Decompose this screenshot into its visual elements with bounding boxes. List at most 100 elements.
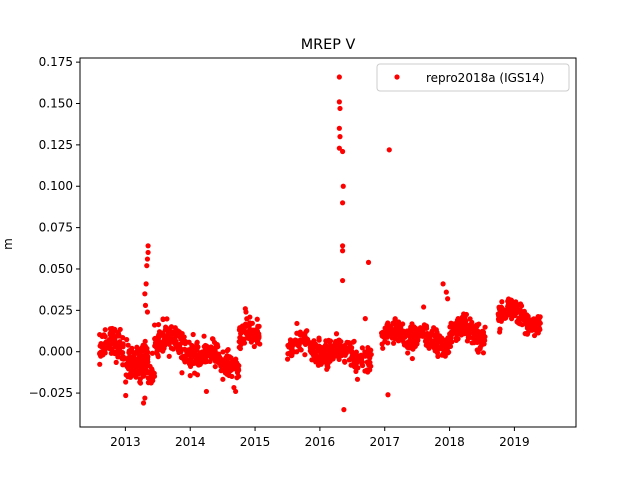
data-point	[464, 338, 470, 344]
data-point	[339, 277, 346, 284]
data-point	[149, 367, 155, 373]
data-point	[413, 329, 420, 335]
data-point	[235, 363, 241, 369]
data-point	[474, 339, 480, 345]
data-point	[137, 349, 144, 355]
data-point	[519, 322, 525, 328]
y-tick-label: 0.175	[39, 55, 73, 69]
data-point	[478, 340, 485, 346]
data-point	[405, 350, 411, 356]
data-point	[354, 376, 361, 382]
data-point	[307, 340, 313, 346]
data-point	[163, 324, 169, 330]
data-point	[255, 332, 261, 339]
data-point	[320, 357, 326, 363]
data-point	[393, 330, 399, 336]
data-point	[341, 407, 347, 413]
x-tick-label: 2015	[240, 435, 271, 449]
data-point	[385, 392, 391, 398]
data-point	[170, 346, 176, 352]
data-point	[210, 336, 216, 342]
data-point	[158, 332, 164, 338]
data-point	[243, 309, 249, 315]
data-point	[470, 335, 476, 341]
data-point	[350, 339, 356, 345]
data-point	[327, 343, 333, 349]
data-point	[139, 365, 145, 372]
data-point	[285, 342, 291, 349]
data-point	[115, 354, 121, 360]
data-point	[230, 358, 236, 364]
data-point	[98, 341, 104, 347]
data-point	[339, 343, 345, 350]
data-point	[246, 330, 252, 337]
data-point	[151, 322, 158, 328]
data-point	[474, 329, 480, 335]
data-point	[321, 351, 327, 357]
data-point	[154, 349, 160, 355]
data-point	[136, 355, 142, 361]
data-point	[385, 320, 391, 326]
x-tick-label: 2017	[369, 435, 400, 449]
data-point	[254, 326, 260, 332]
data-point	[407, 326, 413, 333]
data-point	[212, 363, 218, 370]
y-tick-label: 0.125	[39, 138, 73, 152]
data-point	[132, 360, 138, 367]
data-point	[238, 336, 245, 342]
data-point	[102, 344, 109, 350]
data-point	[99, 333, 106, 339]
data-point	[224, 371, 230, 377]
data-point	[535, 315, 541, 321]
data-point	[339, 148, 346, 155]
x-tick-label: 2013	[110, 435, 141, 449]
data-point	[120, 349, 126, 356]
data-point	[145, 249, 151, 256]
data-point	[250, 334, 256, 340]
data-point	[341, 358, 348, 364]
data-point	[528, 324, 534, 330]
y-tick-label: 0.025	[39, 303, 73, 317]
legend: repro2018a (IGS14)	[376, 63, 570, 92]
data-point	[334, 341, 341, 347]
data-point	[446, 349, 452, 355]
data-point	[224, 348, 230, 354]
data-point	[455, 316, 461, 322]
data-point	[467, 325, 474, 332]
data-point	[176, 343, 183, 350]
legend-label: repro2018a (IGS14)	[426, 71, 544, 85]
data-point	[106, 341, 113, 347]
data-point	[497, 329, 503, 335]
data-point	[386, 147, 392, 153]
data-point	[463, 311, 470, 318]
data-point	[441, 344, 447, 351]
data-point	[155, 354, 161, 360]
data-point	[482, 334, 488, 340]
data-point	[120, 342, 126, 348]
data-point	[409, 335, 416, 341]
data-point	[422, 338, 429, 344]
data-point	[284, 356, 291, 362]
data-point	[302, 338, 308, 344]
data-point	[172, 325, 178, 331]
data-point	[480, 350, 487, 356]
y-axis-ticks: −0.025 0.000 0.025 0.050 0.075 0.100 0.125 0.15…	[29, 55, 80, 400]
data-point	[143, 369, 149, 375]
data-point	[326, 339, 333, 345]
data-point	[141, 360, 148, 366]
data-point	[152, 335, 158, 341]
data-point	[160, 316, 166, 322]
data-point	[524, 312, 530, 318]
data-point	[140, 400, 147, 406]
data-point	[182, 359, 188, 365]
data-point	[123, 392, 129, 399]
data-point	[474, 347, 480, 353]
data-point	[202, 350, 208, 356]
x-tick-label: 2019	[499, 435, 530, 449]
data-point	[216, 360, 222, 366]
data-point	[140, 342, 146, 348]
data-point	[144, 345, 150, 352]
data-point	[142, 302, 149, 308]
data-point	[365, 259, 372, 265]
data-point	[220, 376, 226, 382]
